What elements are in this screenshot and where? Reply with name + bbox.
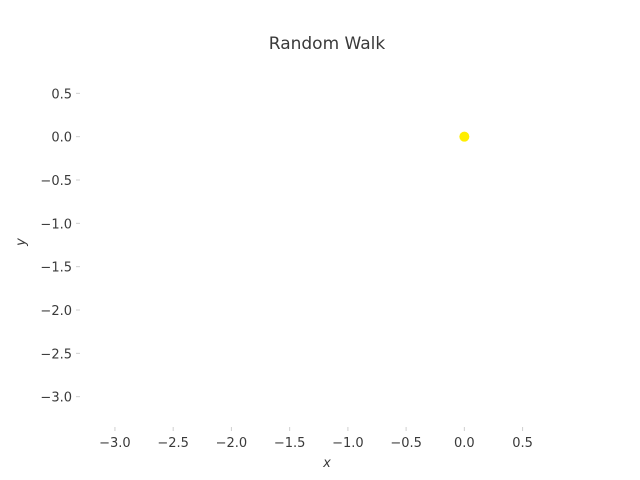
x-tick-label: −1.5 xyxy=(274,436,306,451)
y-tick-label: 0.5 xyxy=(51,87,72,102)
data-points xyxy=(459,131,470,142)
x-tick-label: −3.0 xyxy=(99,436,131,451)
x-tick-label: 0.5 xyxy=(512,436,533,451)
y-tick-label: −3.0 xyxy=(40,391,72,406)
y-axis-label: y xyxy=(14,238,29,247)
y-tick-label: −1.5 xyxy=(40,261,72,276)
y-tick-label: −0.5 xyxy=(40,174,72,189)
y-tick-label: −1.0 xyxy=(40,217,72,232)
y-tick-label: −2.5 xyxy=(40,347,72,362)
x-tick-label: 0.0 xyxy=(454,436,475,451)
y-tick-label: −2.0 xyxy=(40,304,72,319)
walk-point xyxy=(459,131,470,142)
y-tick-label: 0.0 xyxy=(51,131,72,146)
x-tick-label: −2.5 xyxy=(157,436,189,451)
x-tick-label: −2.0 xyxy=(216,436,248,451)
chart-title: Random Walk xyxy=(269,34,386,54)
x-axis-label: x xyxy=(322,456,331,471)
y-axis-ticks: 0.5 0.0 −0.5 −1.0 −1.5 −2.0 −2.5 −3.0 xyxy=(40,87,80,406)
x-tick-label: −1.0 xyxy=(332,436,364,451)
x-tick-label: −0.5 xyxy=(390,436,422,451)
x-axis-ticks: −3.0 −2.5 −2.0 −1.5 −1.0 −0.5 0.0 0.5 xyxy=(99,427,533,451)
